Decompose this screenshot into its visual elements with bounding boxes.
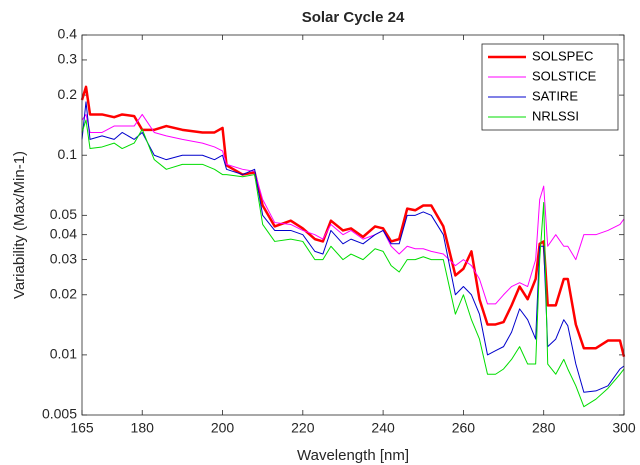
y-tick-label: 0.005 <box>42 406 77 422</box>
x-tick-label: 260 <box>452 420 476 436</box>
y-tick-label: 0.04 <box>50 225 77 241</box>
x-tick-label: 165 <box>70 420 94 436</box>
x-tick-label: 200 <box>211 420 235 436</box>
series-line <box>81 119 625 408</box>
y-tick-label: 0.03 <box>50 250 77 266</box>
y-tick-label: 0.2 <box>58 86 78 102</box>
x-tick-label: 300 <box>612 420 636 436</box>
x-tick-label: 240 <box>371 420 395 436</box>
y-tick-label: 0.1 <box>58 146 78 162</box>
legend-label: SOLSPEC <box>532 48 593 63</box>
y-tick-label: 0.4 <box>58 26 78 42</box>
chart-title: Solar Cycle 24 <box>302 9 405 26</box>
x-tick-label: 280 <box>532 420 556 436</box>
legend-label: NRLSSI <box>532 108 579 123</box>
legend-label: SATIRE <box>532 88 578 103</box>
y-tick-label: 0.3 <box>58 51 78 67</box>
x-axis-label: Wavelength [nm] <box>297 447 409 464</box>
series-line <box>81 113 625 305</box>
legend-box <box>481 43 619 131</box>
y-tick-label: 0.01 <box>50 346 77 362</box>
x-tick-label: 220 <box>291 420 315 436</box>
series-line <box>81 101 625 393</box>
legend-label: SOLSTICE <box>532 68 597 83</box>
y-tick-label: 0.05 <box>50 206 77 222</box>
y-tick-label: 0.02 <box>50 285 77 301</box>
x-tick-label: 180 <box>131 420 155 436</box>
y-axis-label: Variability (Max/Min-1) <box>11 151 28 299</box>
plot-frame <box>81 34 625 416</box>
